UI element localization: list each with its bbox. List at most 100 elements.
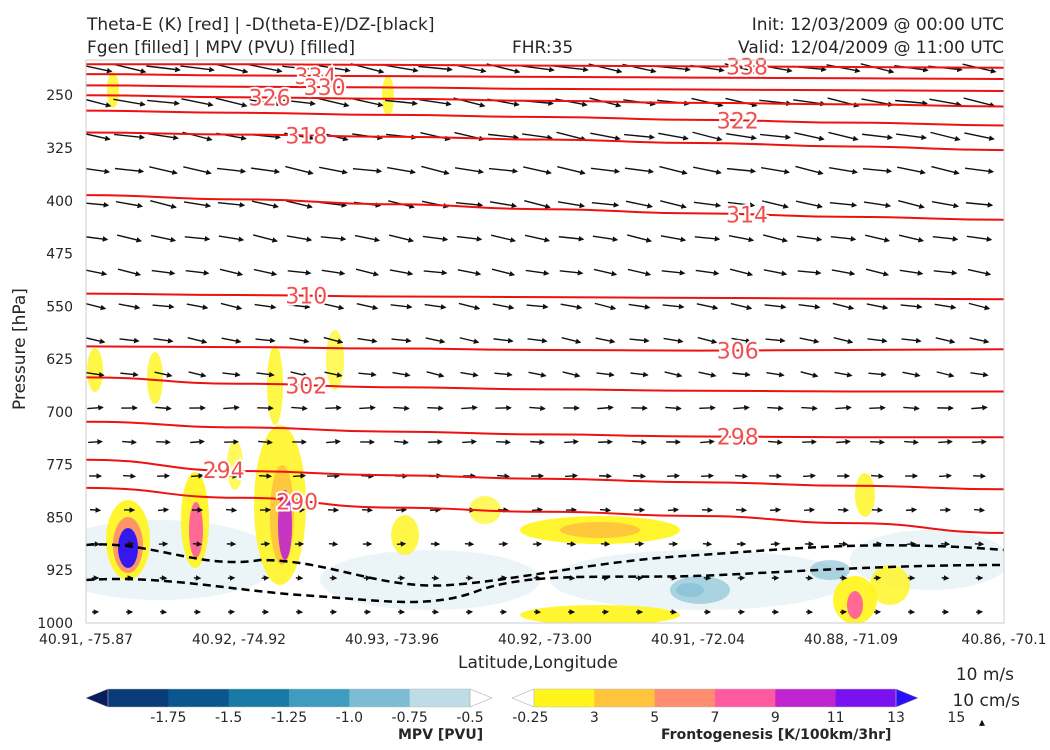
wind-vector-icon bbox=[188, 371, 207, 378]
wind-vector-icon bbox=[147, 99, 180, 106]
fgen-fill bbox=[560, 522, 640, 538]
wind-vector-icon bbox=[192, 541, 203, 547]
wind-vector-icon bbox=[895, 99, 928, 106]
wind-vector-icon bbox=[117, 268, 142, 277]
wind-vector-icon bbox=[702, 541, 713, 547]
fgen-fill bbox=[855, 473, 875, 517]
wind-vector-icon bbox=[150, 234, 177, 243]
wind-vector-icon bbox=[488, 133, 519, 140]
wind-vector-icon bbox=[156, 439, 171, 445]
theta-e-contour bbox=[86, 292, 1004, 301]
wind-vector-icon bbox=[725, 97, 758, 108]
wind-vector-icon bbox=[595, 337, 616, 344]
colorbar-tick-label: 11 bbox=[827, 710, 845, 726]
theta-e-label: 326 bbox=[249, 87, 291, 112]
colorbar-outline bbox=[533, 688, 897, 708]
wind-vector-icon bbox=[693, 201, 722, 208]
wind-vector-icon bbox=[971, 404, 988, 411]
wind-vector-icon bbox=[865, 268, 890, 277]
wind-vector-icon bbox=[462, 439, 477, 445]
wind-vector-icon bbox=[796, 235, 823, 242]
wind-vector-icon bbox=[591, 202, 620, 208]
wind-vector-icon bbox=[289, 337, 310, 344]
wind-vector-icon bbox=[524, 234, 551, 243]
wind-vector-icon bbox=[186, 303, 209, 310]
wind-vector-icon bbox=[897, 166, 926, 175]
x-tick-label: 40.91, -72.04 bbox=[651, 632, 745, 648]
wind-vector-icon bbox=[557, 166, 586, 175]
wind-vector-icon bbox=[963, 97, 996, 108]
wind-vector-icon bbox=[628, 303, 651, 310]
colorbar-tick-label: 7 bbox=[711, 710, 720, 726]
wind-vector-icon bbox=[146, 65, 181, 73]
theta-e-contour bbox=[86, 109, 1004, 127]
wind-vector-icon bbox=[931, 165, 960, 176]
wind-vector-icon bbox=[697, 336, 718, 344]
colorbar-segment bbox=[715, 689, 776, 707]
wind-vector-icon bbox=[527, 337, 548, 344]
theta-e-label: 334 bbox=[295, 65, 337, 90]
x-tick-label: 40.92, -74.92 bbox=[192, 632, 286, 648]
wind-vector-icon bbox=[354, 234, 381, 243]
y-tick-label: 325 bbox=[46, 141, 73, 157]
wind-vector-icon bbox=[215, 97, 248, 108]
wind-vector-icon bbox=[218, 235, 245, 243]
wind-vector-icon bbox=[731, 337, 752, 344]
x-tick-label: 40.91, -75.87 bbox=[39, 632, 133, 648]
wind-vector-icon bbox=[523, 166, 552, 175]
theta-e-label: 298 bbox=[717, 426, 759, 451]
wind-vector-icon bbox=[293, 473, 307, 479]
wind-vector-icon bbox=[118, 303, 141, 310]
wind-vector-icon bbox=[969, 337, 990, 344]
theta-e-contour bbox=[86, 94, 1004, 108]
wind-vector-icon bbox=[291, 405, 308, 412]
mpv-fill bbox=[86, 520, 280, 600]
wind-vector-icon bbox=[901, 337, 922, 344]
wind-vector-icon bbox=[287, 269, 312, 276]
wind-vector-icon bbox=[181, 98, 214, 108]
wind-vector-icon bbox=[566, 541, 577, 547]
wind-vector-icon bbox=[248, 63, 283, 74]
wind-vector-icon bbox=[797, 269, 822, 276]
colorbar-tick-label: -1.25 bbox=[271, 710, 307, 726]
theta-e-label: 310 bbox=[285, 285, 327, 310]
wind-vector-icon bbox=[700, 439, 715, 445]
theta-e-contour bbox=[86, 420, 1004, 439]
vector-scale-line1: 10 m/s bbox=[955, 665, 1014, 685]
wind-vector-icon bbox=[834, 371, 853, 378]
wind-vector-icon bbox=[113, 98, 146, 107]
wind-vector-icon bbox=[935, 337, 956, 344]
wind-vector-icon bbox=[896, 133, 927, 141]
wind-vector-icon bbox=[359, 405, 376, 411]
wind-vector-icon bbox=[392, 371, 411, 378]
wind-vector-icon bbox=[564, 439, 579, 445]
wind-vector-icon bbox=[219, 268, 244, 277]
colorbar-segment bbox=[775, 689, 837, 707]
wind-vector-icon bbox=[283, 99, 316, 107]
wind-vector-icon bbox=[183, 166, 212, 175]
wind-vector-icon bbox=[906, 541, 917, 547]
wind-vector-icon bbox=[155, 405, 172, 412]
colorbar-tick-label: -0.75 bbox=[392, 710, 428, 726]
wind-vector-icon bbox=[554, 65, 589, 73]
wind-vector-icon bbox=[328, 541, 339, 547]
wind-vector-icon bbox=[869, 405, 886, 411]
wind-vector-icon bbox=[191, 473, 205, 479]
wind-vector-icon bbox=[898, 200, 925, 209]
wind-vector-icon bbox=[560, 303, 583, 310]
title-line-2: Fgen [filled] | MPV (PVU) [filled] bbox=[87, 38, 356, 58]
theta-e-label: 314 bbox=[726, 204, 768, 229]
wind-vector-icon bbox=[391, 337, 412, 344]
wind-vector-icon bbox=[929, 98, 962, 107]
wind-vector-icon bbox=[530, 439, 545, 445]
wind-vector-icon bbox=[905, 507, 918, 513]
theta-e-label: 294 bbox=[203, 459, 245, 484]
wind-vector-icon bbox=[456, 235, 483, 242]
wind-vector-icon bbox=[251, 200, 279, 209]
wind-vector-icon bbox=[735, 507, 748, 513]
x-tick-label: 40.92, -73.00 bbox=[498, 632, 592, 648]
wind-vector-icon bbox=[316, 64, 351, 73]
wind-vector-icon bbox=[431, 575, 440, 581]
vector-scale-line2: 10 cm/s bbox=[952, 691, 1020, 711]
wind-vector-icon bbox=[698, 371, 717, 378]
